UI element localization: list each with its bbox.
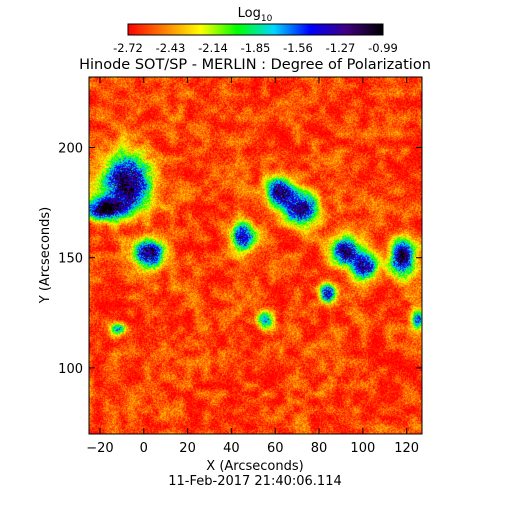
x-tick-label: 80 xyxy=(311,441,328,456)
colorbar-tick-label: -0.99 xyxy=(368,41,398,55)
colorbar-tick-label: -1.56 xyxy=(283,41,313,55)
x-tick-label: 40 xyxy=(223,441,240,456)
colorbar-label: Log10 xyxy=(238,6,273,24)
colorbar-tick-label: -2.14 xyxy=(198,41,228,55)
colorbar-tick-label: -1.85 xyxy=(241,41,271,55)
plot-frame xyxy=(88,76,423,435)
colorbar-gradient xyxy=(128,24,383,35)
y-tick-label: 150 xyxy=(58,252,83,267)
timestamp: 11-Feb-2017 21:40:06.114 xyxy=(168,474,342,489)
chart-title: Hinode SOT/SP - MERLIN : Degree of Polar… xyxy=(79,57,431,73)
x-tick-label: 60 xyxy=(267,441,284,456)
x-tick-label: 120 xyxy=(394,441,419,456)
y-tick-label: 200 xyxy=(58,142,83,157)
plot-area: −20 0 20 40 60 80 100 120 100 150 200 xyxy=(58,76,423,456)
colorbar-tick-label: -2.72 xyxy=(113,41,143,55)
colorbar-frame xyxy=(127,23,384,36)
x-tick-label: 100 xyxy=(350,441,375,456)
x-tick-label: −20 xyxy=(86,441,113,456)
heatmap-image xyxy=(89,77,422,434)
colorbar-tick-label: -2.43 xyxy=(156,41,186,55)
x-axis-label: X (Arcseconds) xyxy=(206,459,303,474)
colorbar-label-subscript: 10 xyxy=(261,14,273,24)
x-axis-ticks: −20 0 20 40 60 80 100 120 xyxy=(86,77,419,456)
colorbar-tick-label: -1.27 xyxy=(326,41,356,55)
y-axis-label: Y (Arcseconds) xyxy=(38,207,53,304)
colorbar-tick-labels: -2.72 -2.43 -2.14 -1.85 -1.56 -1.27 -0.99 xyxy=(113,41,398,55)
colorbar-label-base: Log xyxy=(238,6,261,21)
colorbar: Log10 -2.72 -2.43 -2.14 -1.85 -1.56 -1.27 -0.9… xyxy=(113,6,398,55)
y-axis-ticks: 100 150 200 xyxy=(58,142,422,377)
y-tick-label: 100 xyxy=(58,362,83,377)
x-tick-label: 0 xyxy=(140,441,148,456)
x-tick-label: 20 xyxy=(179,441,196,456)
